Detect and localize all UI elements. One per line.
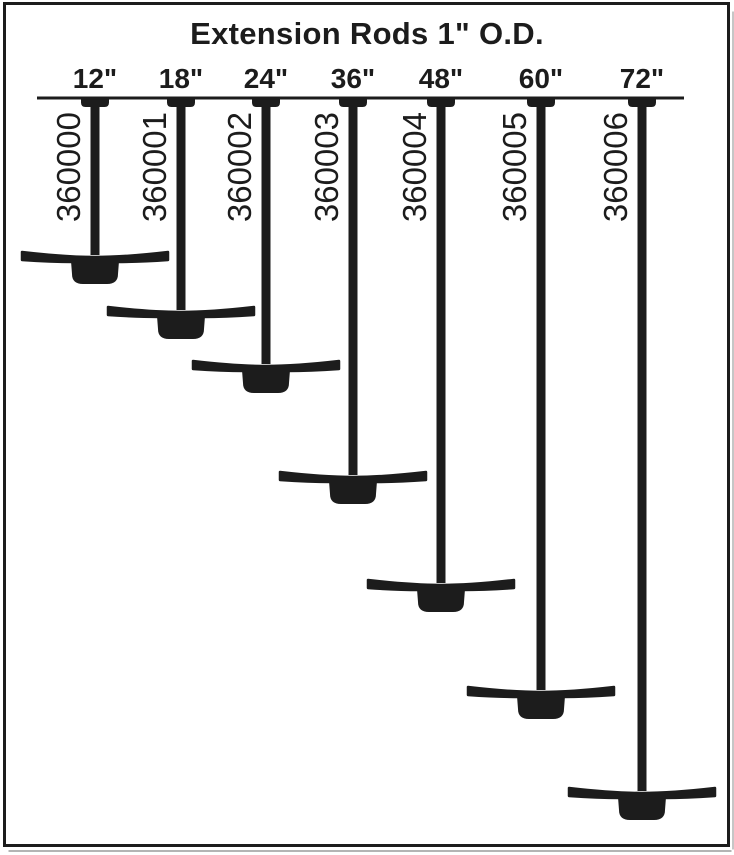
fan-blades [20, 250, 170, 264]
rod-shaft [348, 96, 358, 475]
fan-motor-bell [71, 261, 119, 284]
rod-length-label: 12" [73, 63, 117, 94]
rod-part-number: 360004 [396, 112, 433, 222]
rod-part-number: 360000 [50, 112, 87, 222]
rod-part-number: 360006 [597, 112, 634, 222]
fan-motor-bell [157, 316, 205, 339]
rod-length-label: 18" [159, 63, 203, 94]
fan-blades [567, 786, 717, 800]
rod-shaft [261, 96, 271, 364]
rod-part-number: 360003 [308, 112, 345, 222]
fan-motor-bell [329, 481, 377, 504]
fan-blades [466, 685, 616, 699]
fan-blades [278, 470, 428, 484]
rod-group-4: 36" 360003 [278, 63, 428, 504]
rod-shaft [536, 96, 546, 690]
rod-part-number: 360001 [136, 112, 173, 222]
fan-blades [191, 359, 341, 373]
diagram-title: Extension Rods 1" O.D. [190, 16, 544, 51]
rod-shaft [176, 96, 186, 310]
rod-length-label: 36" [331, 63, 375, 94]
rod-length-label: 60" [519, 63, 563, 94]
rod-shaft [637, 96, 647, 791]
rod-part-number: 360002 [221, 112, 258, 222]
rod-length-label: 72" [620, 63, 664, 94]
diagram-frame [3, 2, 730, 847]
rod-length-label: 24" [244, 63, 288, 94]
fan-motor-bell [417, 589, 465, 612]
fan-motor-bell [242, 370, 290, 393]
rod-group-3: 24" 360002 [191, 63, 341, 393]
rod-group-7: 72" 360006 [567, 63, 717, 820]
rod-group-2: 18" 360001 [106, 63, 256, 339]
fan-motor-bell [618, 797, 666, 820]
rod-shaft [90, 96, 100, 255]
rod-group-6: 60" 360005 [466, 63, 616, 719]
rod-group-1: 12" 360000 [20, 63, 170, 284]
rod-part-number: 360005 [496, 112, 533, 222]
rod-shaft [436, 96, 446, 583]
fan-blades [106, 305, 256, 319]
rod-group-5: 48" 360004 [366, 63, 516, 612]
fan-motor-bell [517, 696, 565, 719]
rod-length-label: 48" [419, 63, 463, 94]
fan-blades [366, 578, 516, 592]
